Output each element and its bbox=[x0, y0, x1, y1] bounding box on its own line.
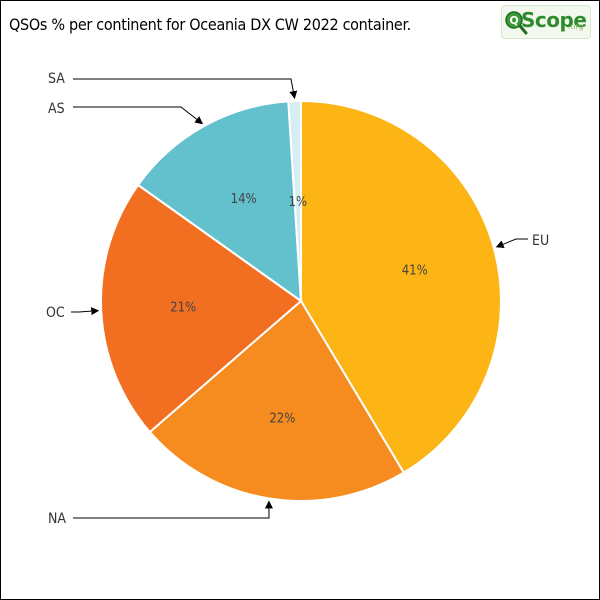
logo-text: Scope bbox=[521, 8, 587, 32]
slice-value-label-na: 22% bbox=[269, 412, 295, 427]
category-label-oc: OC bbox=[46, 305, 65, 321]
slice-value-label-oc: 21% bbox=[170, 301, 196, 316]
slice-value-label-sa: 1% bbox=[289, 195, 308, 210]
pie-slice-as bbox=[136, 100, 303, 304]
category-label-sa: SA bbox=[48, 71, 65, 87]
pie-slice-oc bbox=[100, 183, 303, 434]
pie-slice-eu bbox=[300, 99, 502, 474]
slice-value-label-as: 14% bbox=[231, 192, 257, 207]
chart-title: QSOs % per continent for Oceania DX CW 2… bbox=[9, 15, 411, 34]
logo-subtext: .org bbox=[568, 22, 584, 31]
callout-line-na bbox=[73, 500, 273, 519]
callout-line-as bbox=[73, 106, 204, 125]
slice-value-label-eu: 41% bbox=[402, 264, 428, 279]
logo-badge: Q bbox=[501, 5, 591, 39]
callout-line-sa bbox=[73, 78, 298, 100]
callout-line-oc bbox=[71, 307, 100, 316]
pie-slice-sa bbox=[287, 99, 302, 302]
category-label-eu: EU bbox=[532, 233, 549, 249]
pie-slice-na bbox=[148, 299, 406, 502]
category-label-na: NA bbox=[48, 511, 66, 527]
callout-line-eu bbox=[495, 238, 528, 248]
category-label-as: AS bbox=[48, 101, 65, 117]
svg-text:Q: Q bbox=[509, 14, 518, 27]
magnifier-icon bbox=[505, 11, 523, 29]
